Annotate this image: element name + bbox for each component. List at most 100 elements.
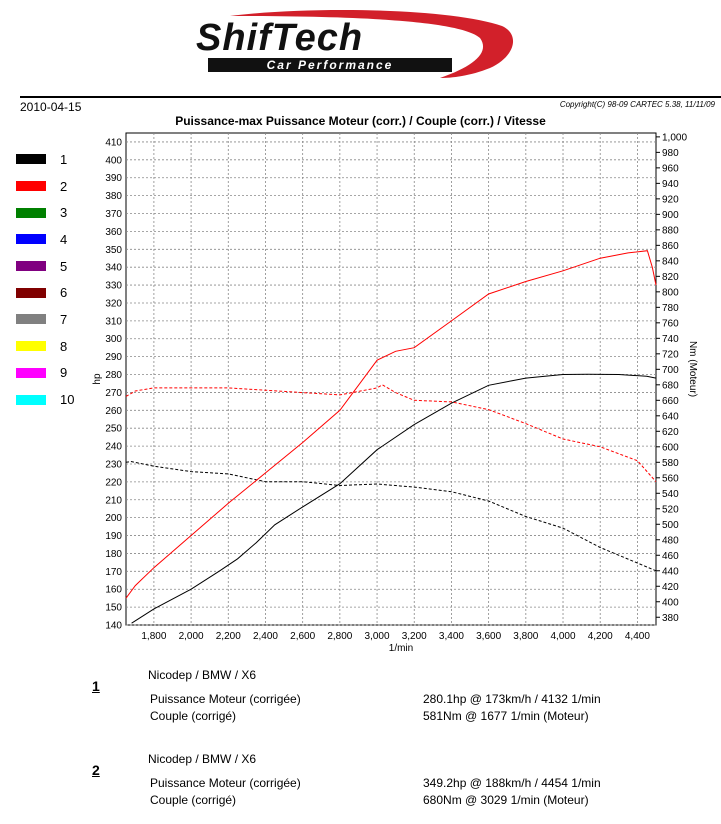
x-tick-label: 3,000: [365, 631, 390, 642]
y-tick-label: 360: [105, 227, 122, 238]
y2-tick-label: 420: [662, 582, 679, 593]
y-tick-label: 340: [105, 263, 122, 274]
y2-tick-label: 520: [662, 504, 679, 515]
y-tick-label: 250: [105, 424, 122, 435]
result-number: 2: [92, 762, 100, 778]
legend-item: 10: [16, 386, 74, 413]
x-tick-label: 2,600: [290, 631, 315, 642]
y-tick-label: 140: [105, 621, 122, 632]
legend-swatch: [16, 394, 46, 405]
legend-label: 5: [60, 258, 68, 274]
y2-tick-label: 680: [662, 380, 679, 391]
shiftech-logo: ShifTech Car Performance: [196, 10, 514, 79]
series-line-2-power: [125, 250, 657, 599]
y2-axis-label: Nm (Moteur): [687, 341, 698, 397]
legend-item: 4: [16, 226, 74, 253]
y-tick-label: 170: [105, 567, 122, 578]
y2-tick-label: 880: [662, 225, 679, 236]
legend-label: 9: [60, 365, 68, 381]
legend-item: 7: [16, 306, 74, 333]
y2-tick-label: 400: [662, 597, 679, 608]
y2-tick-label: 860: [662, 241, 679, 252]
legend-label: 6: [60, 285, 68, 301]
y2-tick-label: 540: [662, 489, 679, 500]
y2-tick-label: 900: [662, 210, 679, 221]
y2-tick-label: 440: [662, 566, 679, 577]
y2-tick-label: 820: [662, 272, 679, 283]
y2-tick-label: 780: [662, 303, 679, 314]
y-tick-label: 160: [105, 585, 122, 596]
y2-tick-label: 560: [662, 473, 679, 484]
y-tick-label: 240: [105, 442, 122, 453]
y-tick-label: 390: [105, 173, 122, 184]
y-tick-label: 350: [105, 245, 122, 256]
y-tick-label: 230: [105, 459, 122, 470]
result-label: Puissance Moteur (corrigée): [150, 692, 301, 706]
chart-title: Puissance-max Puissance Moteur (corr.) /…: [175, 114, 546, 128]
result-title: Nicodep / BMW / X6: [148, 752, 257, 766]
x-tick-label: 4,400: [625, 631, 650, 642]
y-tick-label: 400: [105, 155, 122, 166]
result-value: 581Nm @ 1677 1/min (Moteur): [423, 709, 589, 723]
y2-tick-label: 840: [662, 256, 679, 267]
result-value: 280.1hp @ 173km/h / 4132 1/min: [423, 692, 601, 706]
result-title: Nicodep / BMW / X6: [148, 668, 257, 682]
legend-swatch: [16, 207, 46, 218]
legend-swatch: [16, 367, 46, 378]
result-label: Couple (corrigé): [150, 793, 237, 807]
x-tick-label: 3,600: [476, 631, 501, 642]
result-value: 349.2hp @ 188km/h / 4454 1/min: [423, 776, 601, 790]
result-label: Couple (corrigé): [150, 709, 237, 723]
y2-tick-label: 980: [662, 148, 679, 159]
series-line-1-power: [131, 373, 657, 624]
y2-tick-label: 500: [662, 520, 679, 531]
y-tick-label: 280: [105, 370, 122, 381]
y2-tick-label: 1,000: [662, 132, 687, 143]
copyright-text: Copyright(C) 98-09 CARTEC 5.38, 11/11/09: [559, 100, 715, 109]
y-tick-label: 370: [105, 209, 122, 220]
y2-tick-label: 380: [662, 613, 679, 624]
legend-swatch: [16, 154, 46, 165]
legend-item: 9: [16, 360, 74, 387]
x-tick-label: 2,800: [327, 631, 352, 642]
y2-tick-label: 580: [662, 458, 679, 469]
legend-swatch: [16, 181, 46, 192]
x-tick-label: 2,400: [253, 631, 278, 642]
legend-label: 8: [60, 338, 68, 354]
y-tick-label: 200: [105, 513, 122, 524]
legend: 1 2 3 4 5 6 7 8 9 10: [16, 146, 74, 413]
y2-tick-label: 620: [662, 427, 679, 438]
legend-swatch: [16, 287, 46, 298]
legend-label: 1: [60, 151, 68, 167]
plot-area: [125, 132, 657, 626]
x-tick-label: 4,000: [551, 631, 576, 642]
x-tick-label: 2,200: [216, 631, 241, 642]
legend-item: 1: [16, 146, 74, 173]
legend-item: 5: [16, 253, 74, 280]
x-tick-label: 3,400: [439, 631, 464, 642]
y-tick-label: 380: [105, 191, 122, 202]
legend-label: 2: [60, 178, 68, 194]
y-tick-label: 220: [105, 477, 122, 488]
y2-tick-label: 700: [662, 365, 679, 376]
result-value: 680Nm @ 3029 1/min (Moteur): [423, 793, 589, 807]
dyno-chart: 1,800 2,000 2,200 2,400 2,600 2,800 3,000 3,200…: [92, 132, 698, 654]
y2-tick-label: 460: [662, 551, 679, 562]
series-line-2-torque: [125, 384, 657, 483]
legend-label: 3: [60, 205, 68, 221]
y-tick-label: 210: [105, 495, 122, 506]
result-number: 1: [92, 678, 100, 694]
y2-tick-label: 480: [662, 535, 679, 546]
legend-item: 8: [16, 333, 74, 360]
y-tick-label: 150: [105, 603, 122, 614]
legend-swatch: [16, 261, 46, 272]
result-label: Puissance Moteur (corrigée): [150, 776, 301, 790]
y-axis-label: hp: [92, 373, 103, 385]
header-rule: [20, 96, 721, 98]
x-tick-label: 4,200: [588, 631, 613, 642]
y-tick-label: 290: [105, 352, 122, 363]
legend-item: 3: [16, 199, 74, 226]
legend-label: 4: [60, 231, 68, 247]
legend-item: 2: [16, 173, 74, 200]
y2-tick-label: 960: [662, 163, 679, 174]
